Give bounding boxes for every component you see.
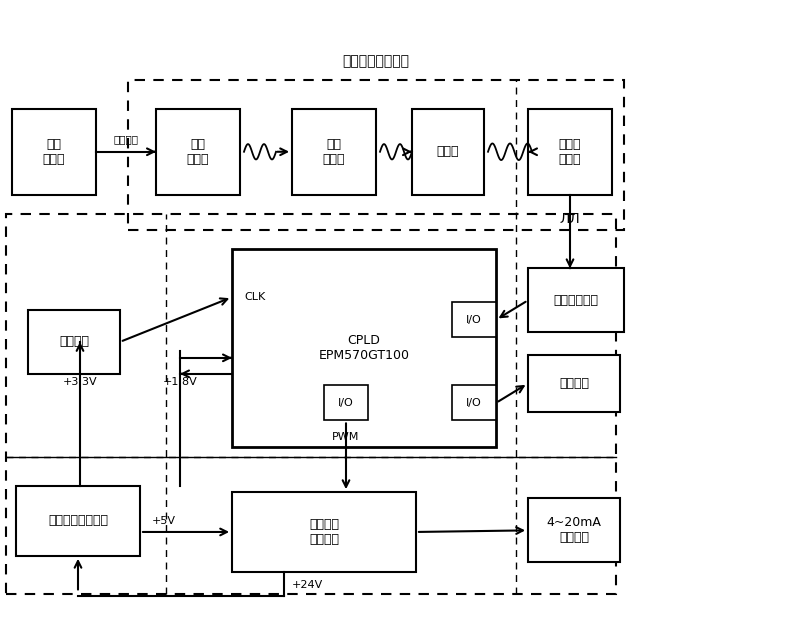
Text: ЛЛ: ЛЛ [560, 212, 580, 226]
Text: 电源电压转换电路: 电源电压转换电路 [48, 514, 108, 527]
Text: 4~20mA
电流输出: 4~20mA 电流输出 [546, 516, 602, 544]
Text: CLK: CLK [244, 292, 266, 302]
Text: 压电
传感器: 压电 传感器 [42, 138, 66, 166]
Text: +5V: +5V [152, 516, 176, 525]
Text: +24V: +24V [292, 580, 323, 590]
Text: 涡街信号: 涡街信号 [114, 134, 138, 144]
Text: 限幅器: 限幅器 [437, 145, 459, 158]
Bar [16, 486, 140, 556]
Text: I/O: I/O [466, 315, 482, 325]
Bar [528, 355, 620, 412]
Bar [528, 109, 612, 195]
Bar [292, 109, 376, 195]
Text: 施密特
触发器: 施密特 触发器 [558, 138, 582, 166]
Bar [452, 385, 496, 420]
Text: 低通
滤波器: 低通 滤波器 [322, 138, 346, 166]
Bar [232, 492, 416, 572]
Bar [6, 214, 616, 594]
Text: 脉冲整形电路: 脉冲整形电路 [554, 294, 598, 307]
Bar [156, 109, 240, 195]
Text: 电荷
放大器: 电荷 放大器 [186, 138, 210, 166]
Bar [528, 268, 624, 332]
Text: 晶振电路: 晶振电路 [59, 335, 89, 348]
Text: CPLD
EPM570GT100: CPLD EPM570GT100 [318, 334, 410, 362]
Bar [232, 249, 496, 447]
Text: +3.3V: +3.3V [62, 377, 98, 387]
Bar [452, 302, 496, 337]
Bar [412, 109, 484, 195]
Bar [128, 80, 624, 230]
Text: +1.8V: +1.8V [162, 377, 198, 387]
Bar [12, 109, 96, 195]
Text: PWM: PWM [332, 432, 360, 442]
Text: I/O: I/O [466, 398, 482, 408]
Text: I/O: I/O [338, 398, 354, 408]
Text: 精密压流
转换电路: 精密压流 转换电路 [309, 518, 339, 546]
Bar [28, 310, 120, 374]
Text: 前置信号处理电路: 前置信号处理电路 [342, 54, 410, 68]
Bar [324, 385, 368, 420]
Text: 脉冲输出: 脉冲输出 [559, 377, 589, 390]
Bar [528, 498, 620, 562]
